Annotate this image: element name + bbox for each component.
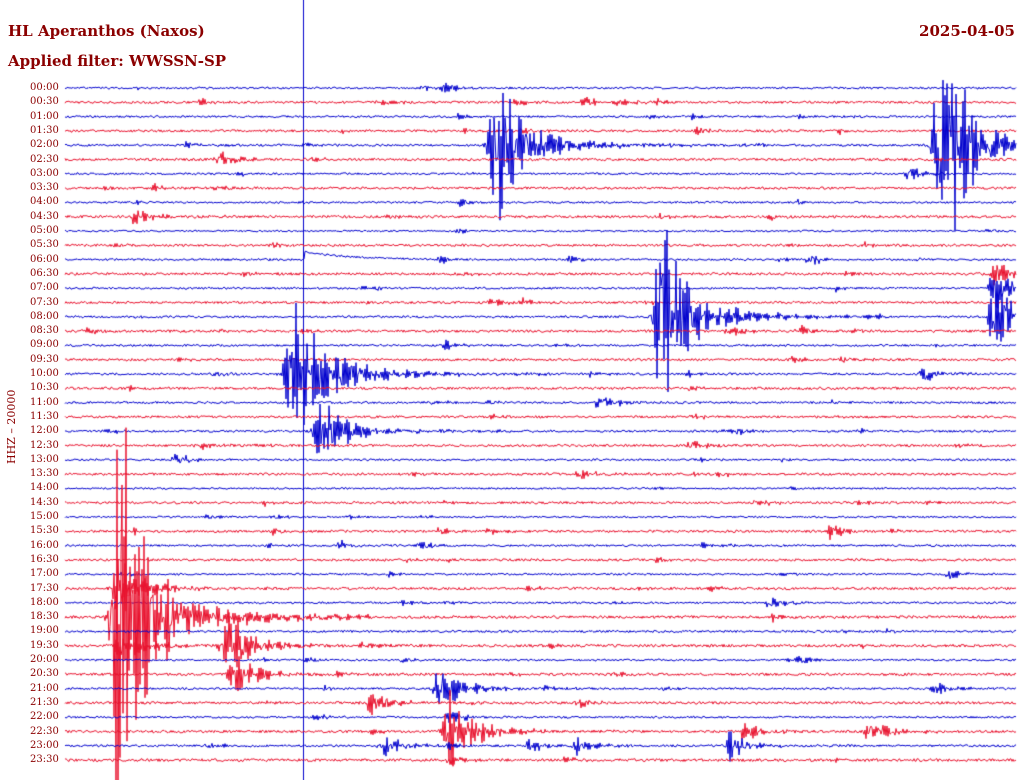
time-label: 00:30 bbox=[30, 96, 59, 108]
time-label: 01:30 bbox=[30, 124, 59, 136]
time-label: 19:30 bbox=[30, 639, 59, 651]
time-label: 08:30 bbox=[30, 325, 59, 337]
time-label: 10:00 bbox=[30, 368, 59, 379]
time-label: 07:00 bbox=[30, 282, 59, 294]
time-label: 03:30 bbox=[30, 182, 59, 194]
time-label: 17:00 bbox=[30, 568, 59, 580]
time-label: 22:30 bbox=[30, 725, 59, 737]
time-label: 23:00 bbox=[30, 739, 59, 751]
time-label: 02:30 bbox=[30, 153, 59, 165]
time-label: 09:30 bbox=[30, 353, 59, 365]
time-label: 05:30 bbox=[30, 239, 59, 251]
time-label: 21:00 bbox=[30, 682, 59, 694]
time-label: 14:00 bbox=[30, 482, 59, 494]
applied-filter-label: Applied filter: WWSSN-SP bbox=[8, 52, 227, 70]
time-label: 01:00 bbox=[30, 110, 59, 122]
channel-scale-label: HHZ – 20000 bbox=[5, 389, 18, 464]
time-label: 11:00 bbox=[30, 396, 59, 408]
time-label: 22:00 bbox=[30, 711, 59, 723]
time-label: 15:00 bbox=[30, 511, 59, 522]
station-title: HL Aperanthos (Naxos) bbox=[8, 22, 205, 40]
time-label: 06:30 bbox=[30, 267, 59, 279]
time-label: 12:00 bbox=[30, 425, 59, 437]
time-label: 11:30 bbox=[30, 410, 59, 422]
time-label: 00:00 bbox=[30, 82, 59, 93]
time-label: 05:00 bbox=[30, 225, 59, 236]
time-label: 16:00 bbox=[30, 539, 59, 551]
time-label: 07:30 bbox=[30, 296, 59, 308]
time-label: 13:30 bbox=[30, 468, 59, 480]
time-label: 08:00 bbox=[30, 310, 59, 322]
time-label: 12:30 bbox=[30, 439, 59, 451]
time-label: 04:30 bbox=[30, 210, 59, 222]
time-label: 04:00 bbox=[30, 196, 59, 208]
time-label: 15:30 bbox=[30, 525, 59, 537]
time-label: 16:30 bbox=[30, 553, 59, 565]
time-label: 21:30 bbox=[30, 696, 59, 708]
time-label: 17:30 bbox=[30, 582, 59, 594]
time-label: 14:30 bbox=[30, 496, 59, 508]
time-label: 03:00 bbox=[30, 167, 59, 179]
time-label: 02:00 bbox=[30, 139, 59, 151]
time-label: 20:30 bbox=[30, 668, 59, 680]
time-label: 09:00 bbox=[30, 339, 59, 351]
time-label: 23:30 bbox=[30, 754, 59, 766]
time-label: 18:30 bbox=[30, 611, 59, 623]
time-label: 10:30 bbox=[30, 382, 59, 394]
time-label: 19:00 bbox=[30, 625, 59, 637]
time-label: 18:00 bbox=[30, 596, 59, 608]
date-label: 2025-04-05 bbox=[919, 22, 1015, 40]
time-label: 20:00 bbox=[30, 654, 59, 665]
time-label: 06:00 bbox=[30, 253, 59, 265]
time-label: 13:00 bbox=[30, 453, 59, 465]
